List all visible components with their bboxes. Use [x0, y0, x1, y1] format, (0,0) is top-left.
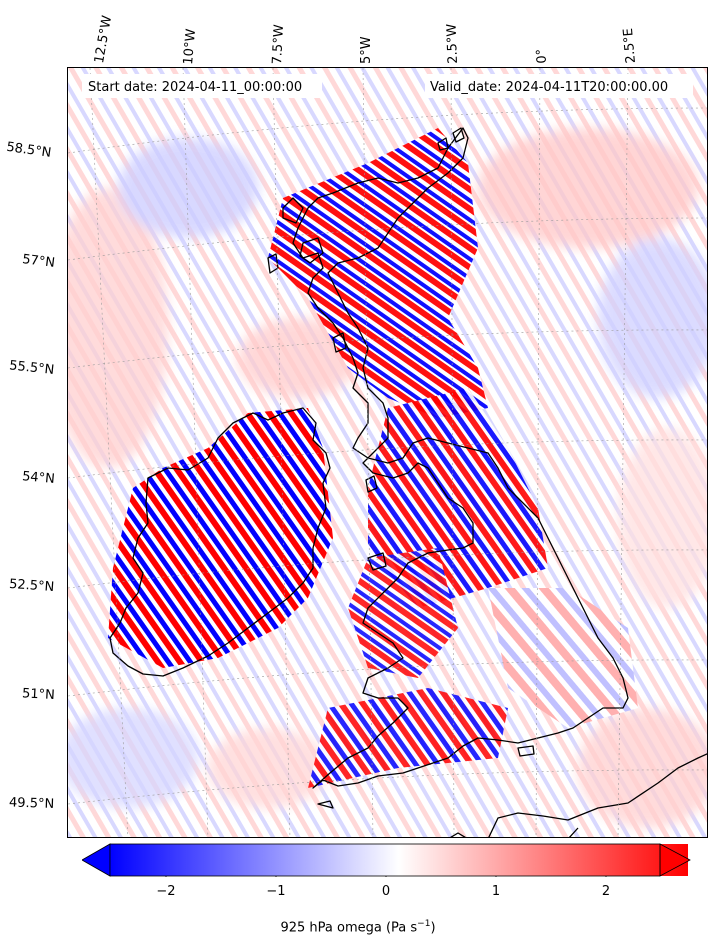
colorbar: [82, 843, 691, 877]
lat-label-52.5n: 52.5°N: [8, 576, 55, 595]
coast-skye: [299, 237, 324, 264]
lat-label-54n: 54°N: [21, 469, 56, 487]
lon-label-0: 0°: [534, 48, 550, 64]
coast-hebrides: [282, 197, 304, 224]
lat-label-57n: 57°N: [21, 252, 56, 271]
lon-label-10w: 10°W: [181, 28, 200, 66]
scotland-field: [268, 128, 488, 418]
lat-label-58.5n: 58.5°N: [5, 139, 53, 161]
coast-isle-of-wight: [517, 745, 535, 757]
ireland-field: [108, 408, 333, 668]
valid-date-box: [425, 74, 693, 98]
coast-france: [488, 753, 707, 837]
lat-label-49.5n: 49.5°N: [8, 795, 55, 812]
background-blobs: [68, 128, 707, 828]
lon-label-7.5w: 7.5°W: [270, 24, 288, 65]
coastlines: [109, 127, 707, 837]
map-svg: [68, 68, 707, 837]
colorbar-label: 925 hPa omega (Pa s−1): [280, 919, 436, 936]
omega-map: [67, 67, 708, 838]
lon-label-2.5e: 2.5°E: [620, 27, 639, 64]
colorbar-extend-min: [82, 843, 111, 877]
valid-date-label: Valid_date: 2024-04-11T20:00:00.00: [430, 80, 669, 95]
coast-great-britain: [292, 127, 629, 789]
colorbar-tick-neg1: −1: [266, 884, 286, 899]
lat-label-51n: 51°N: [21, 686, 56, 703]
colorbar-tick-2: 2: [601, 884, 611, 899]
start-date-box: [82, 74, 322, 98]
coast-isle-of-man: [365, 475, 378, 493]
colorbar-tick-neg2: −2: [156, 884, 176, 899]
coast-ireland: [109, 407, 331, 677]
colorbar-gradient: [110, 844, 688, 876]
lat-label-55.5n: 55.5°N: [8, 358, 55, 378]
colorbar-tick-marks: [165, 876, 607, 877]
coast-anglesey: [367, 552, 387, 571]
lon-label-2.5w: 2.5°W: [444, 23, 461, 64]
lon-label-12.5w: 12.5°W: [92, 14, 116, 65]
colorbar-tick-1: 1: [491, 884, 501, 899]
lon-label-5w: 5°W: [359, 36, 374, 64]
start-date-label: Start date: 2024-04-11_00:00:00: [88, 80, 303, 95]
colorbar-tick-0: 0: [381, 884, 391, 899]
graticule: [68, 68, 707, 837]
coast-orkney: [452, 127, 465, 143]
